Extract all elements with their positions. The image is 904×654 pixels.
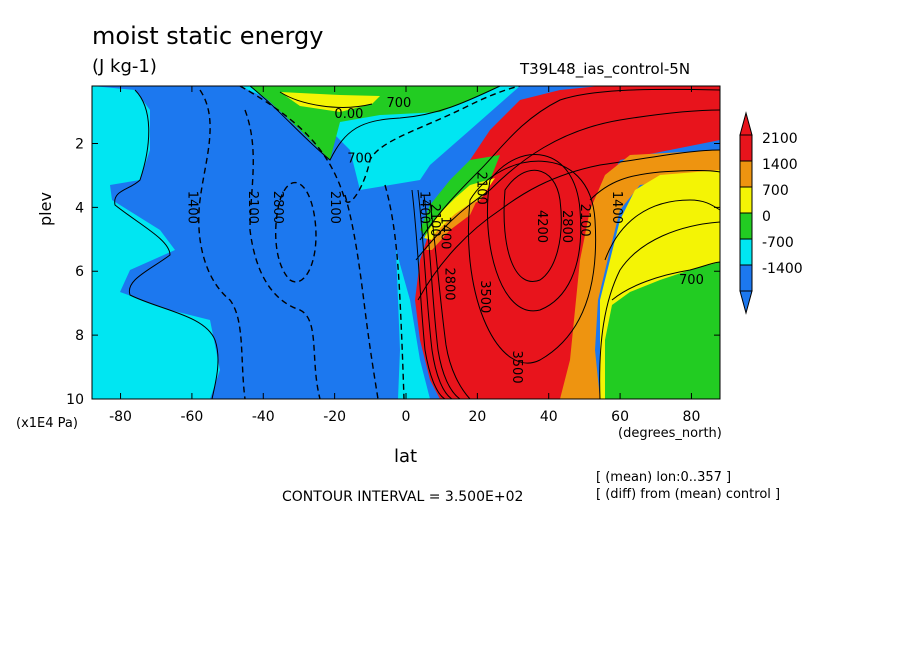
x-tick-label: -20 xyxy=(323,409,346,425)
colorbar-swatch xyxy=(739,264,753,292)
diff-note: [ (diff) from (mean) control ] xyxy=(596,487,781,502)
colorbar-swatch xyxy=(739,212,753,240)
contour-label: 2100 xyxy=(245,191,260,224)
contour-line-eq xyxy=(411,189,471,399)
contour-line-n10 xyxy=(599,221,720,399)
contour-line-s2 xyxy=(198,89,246,399)
contour-label: 700 xyxy=(347,152,372,167)
contour-line-n6 xyxy=(467,160,597,364)
contour-line-n2 xyxy=(415,109,720,261)
contour-label: 1400 xyxy=(184,191,199,224)
x-tick-label: 40 xyxy=(540,409,558,425)
x-tick-label: 80 xyxy=(683,409,701,425)
contour-line-n4 xyxy=(503,169,562,282)
colorbar-label: 700 xyxy=(762,183,789,199)
south-polar-fill xyxy=(92,86,220,399)
run-label: T39L48_ias_control-5N xyxy=(520,60,691,78)
contour-line-s3 xyxy=(244,109,321,399)
contour-label: 2800 xyxy=(270,191,285,224)
colorbar-label: 0 xyxy=(762,209,771,225)
contour-line-n3 xyxy=(417,149,720,301)
contour-label: 2100 xyxy=(327,191,342,224)
x-tick-label: -80 xyxy=(109,409,132,425)
tropics-yellow-band-fill xyxy=(424,178,495,240)
x-tick-label: 60 xyxy=(611,409,629,425)
contour-line-n7 xyxy=(589,170,720,201)
x-axis-label: lat xyxy=(394,446,418,467)
colorbar-swatch xyxy=(739,238,753,266)
contour-label: 0.00 xyxy=(334,107,363,122)
colorbar-swatch xyxy=(739,134,753,162)
contour-line-s6 xyxy=(384,184,405,399)
colorbar-label: -700 xyxy=(762,235,794,251)
y-tick-label: 2 xyxy=(75,136,84,152)
contour-label: 2100 xyxy=(473,172,488,205)
colorbar-swatch xyxy=(739,160,753,188)
contour-line-n9 xyxy=(611,261,720,301)
contour-line-s1 xyxy=(114,89,219,399)
contour-line-n1 xyxy=(419,88,720,241)
north-polar-lower-fill xyxy=(605,262,720,399)
y-tick-label: 4 xyxy=(75,200,84,216)
chart-units: (J kg-1) xyxy=(92,56,157,77)
x-axis-unit: (degrees_north) xyxy=(618,426,722,441)
chart-title: moist static energy xyxy=(92,22,324,50)
x-tick-label: -60 xyxy=(180,409,203,425)
contour-interval: CONTOUR INTERVAL = 3.500E+02 xyxy=(282,489,524,505)
y-axis-unit: (x1E4 Pa) xyxy=(16,416,78,431)
tropics-orange-band-fill xyxy=(426,198,478,250)
colorbar-label: 1400 xyxy=(762,157,798,173)
contour-label: 1400 xyxy=(438,216,453,249)
contour-label: 700 xyxy=(679,273,704,288)
colorbar-bottom-arrow xyxy=(739,290,753,315)
contour-line-n8 xyxy=(604,199,720,261)
x-tick-label: 0 xyxy=(402,409,411,425)
y-tick-label: 10 xyxy=(66,392,84,408)
contour-label: 700 xyxy=(386,96,411,111)
contour-label: 2100 xyxy=(427,204,442,237)
northern-orange-fill xyxy=(560,150,720,399)
colorbar-label: 2100 xyxy=(762,131,798,147)
x-tick-label: 20 xyxy=(468,409,486,425)
contour-label: 3500 xyxy=(509,351,524,384)
contour-label: 3500 xyxy=(477,280,492,313)
x-tick-label: -40 xyxy=(252,409,275,425)
contour-label: 2800 xyxy=(559,210,574,243)
contour-line-n5 xyxy=(487,154,582,312)
equatorial-cyan-fill xyxy=(396,250,430,399)
contour-label: 2800 xyxy=(441,267,456,300)
contour-label: 1400 xyxy=(416,191,431,224)
contour-label: 2100 xyxy=(577,204,592,237)
colorbar-top-arrow xyxy=(739,111,753,136)
contour-line-s5 xyxy=(344,194,379,399)
colorbar-label: -1400 xyxy=(762,261,803,277)
mean-note: [ (mean) lon:0..357 ] xyxy=(596,470,732,485)
y-tick-label: 8 xyxy=(75,328,84,344)
contour-label: 1400 xyxy=(609,191,624,224)
contour-line-t2 xyxy=(279,91,373,108)
contour-line-t3 xyxy=(239,86,521,203)
contour-label: 4200 xyxy=(534,210,549,243)
contour-line-s4 xyxy=(275,181,317,283)
y-tick-label: 6 xyxy=(75,264,84,280)
contour-line-t1 xyxy=(249,86,501,161)
colorbar-swatch xyxy=(739,186,753,214)
